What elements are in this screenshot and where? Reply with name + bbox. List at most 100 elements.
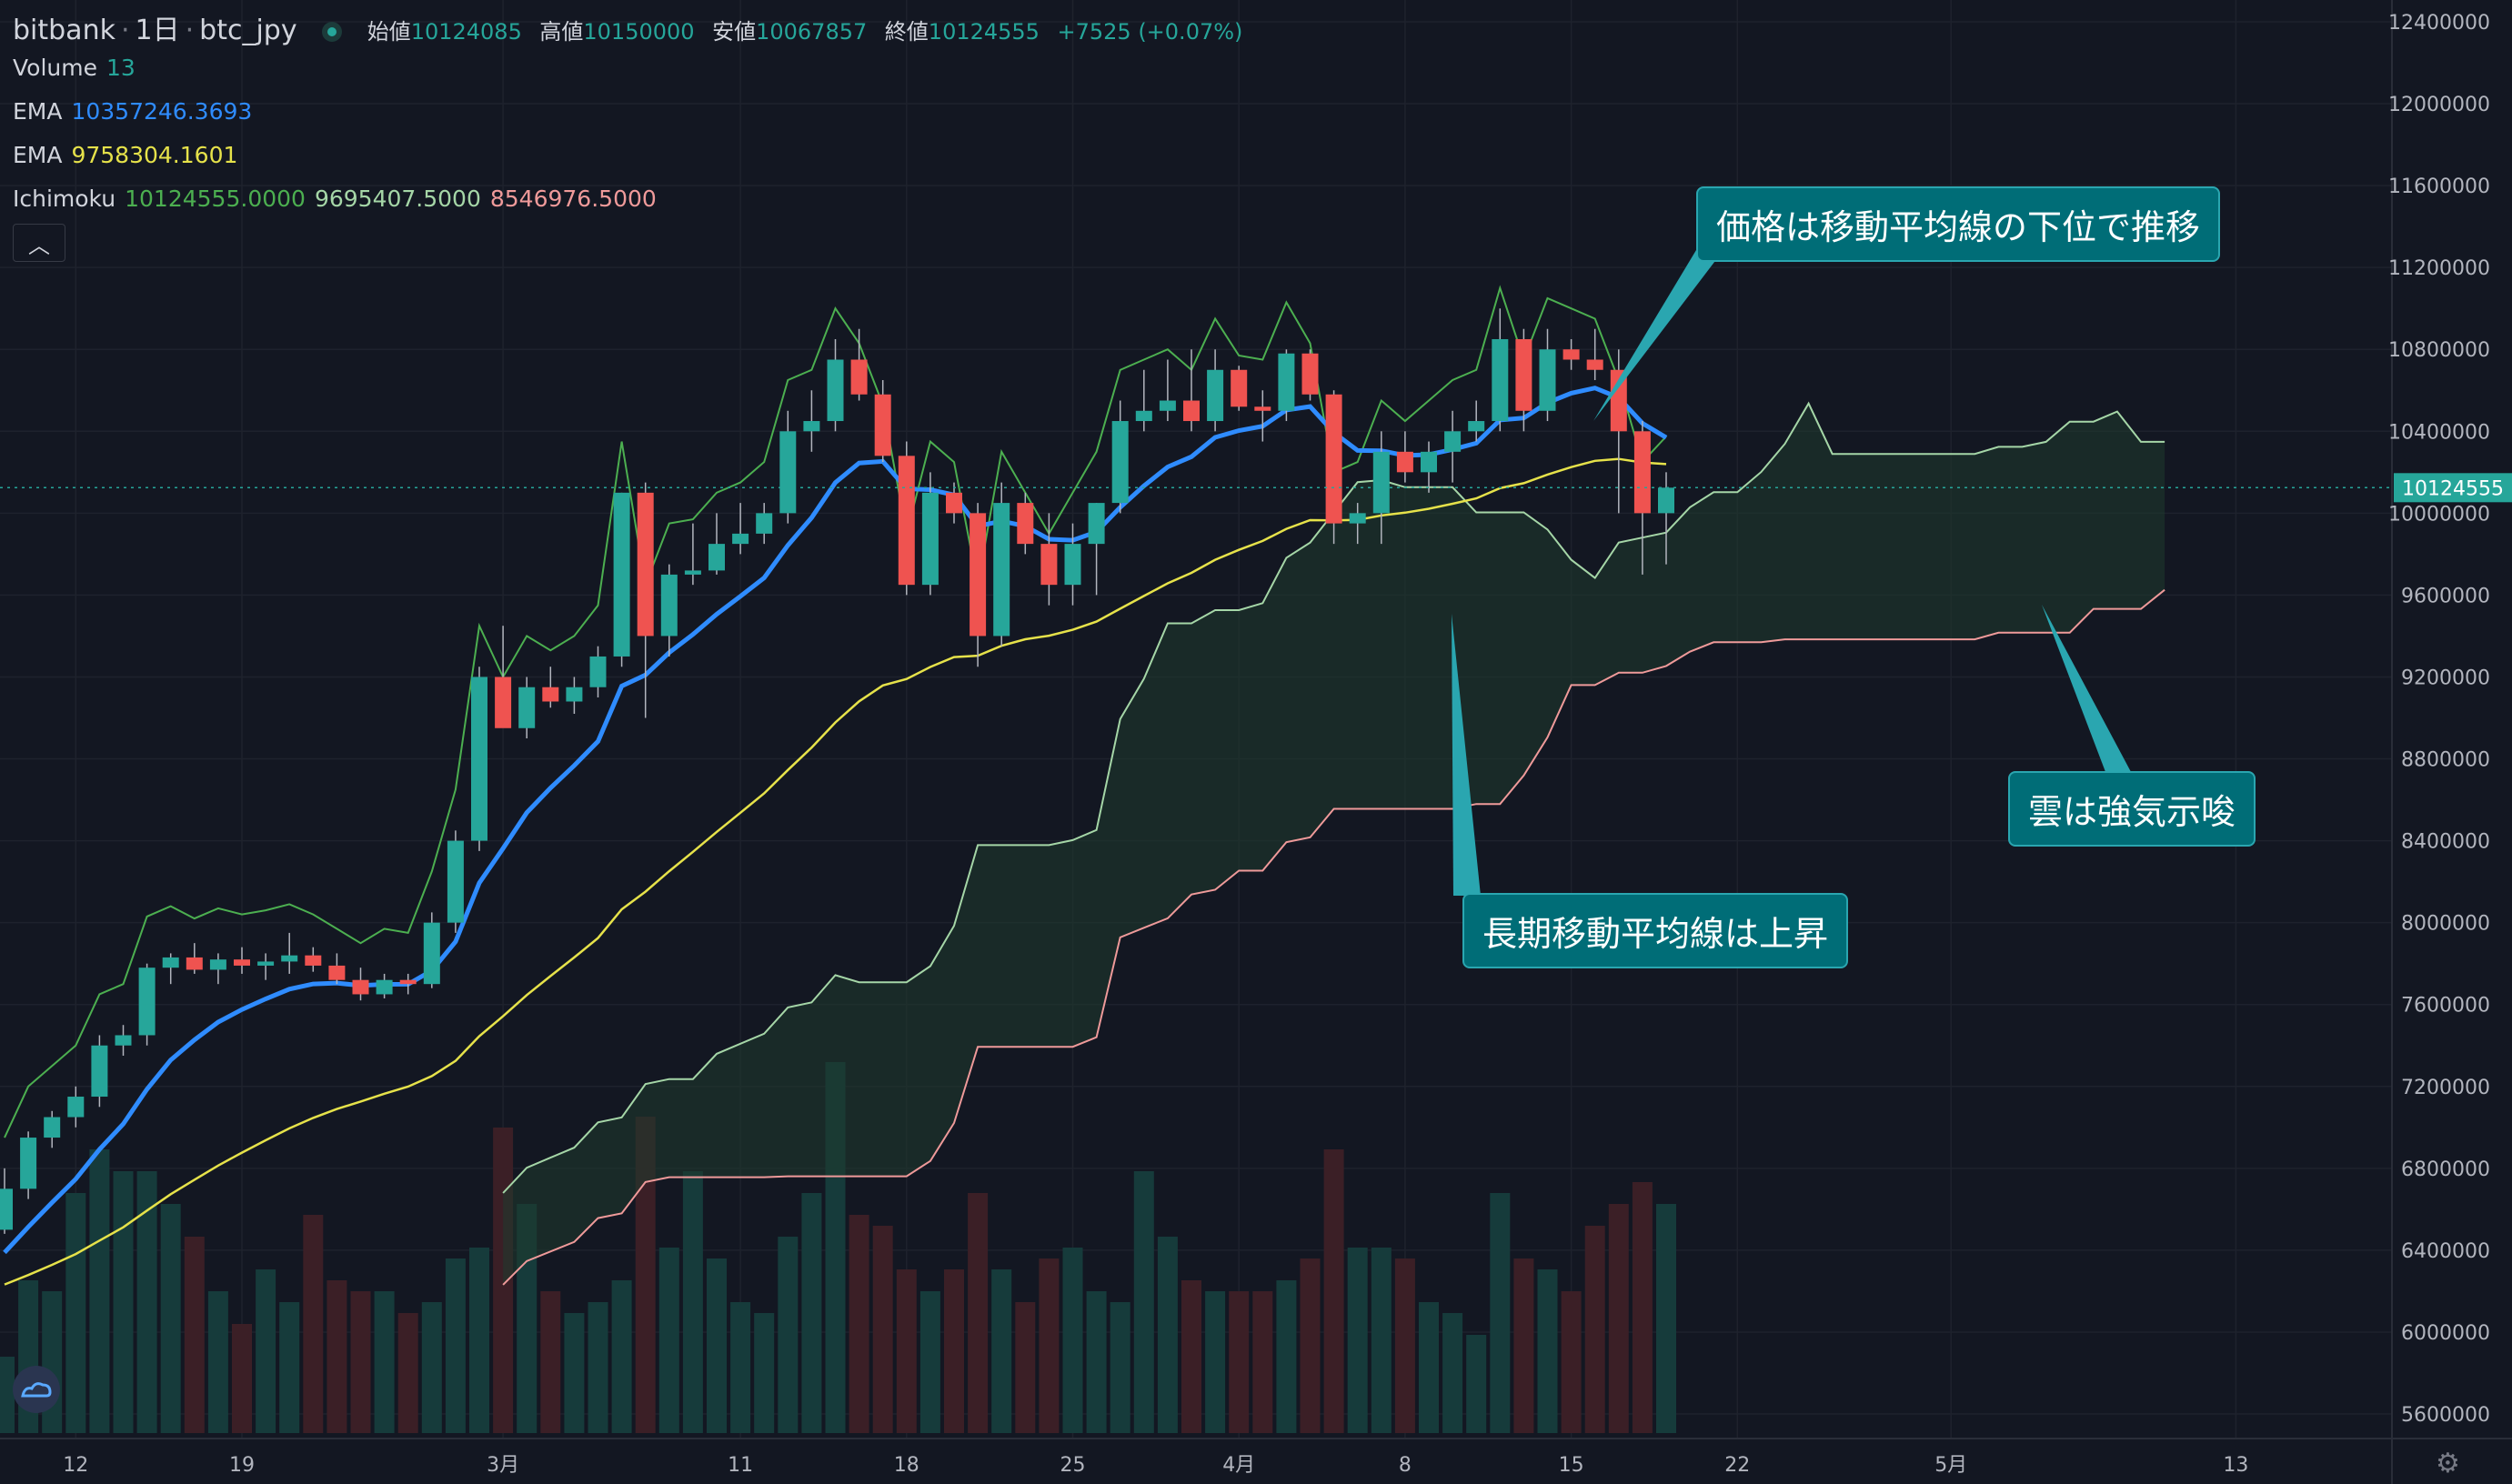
volume-bar bbox=[1110, 1302, 1130, 1433]
volume-bar bbox=[1537, 1269, 1558, 1433]
candle bbox=[0, 1168, 13, 1234]
legend-volume[interactable]: Volume 13 bbox=[13, 55, 136, 81]
volume-bar bbox=[1394, 1258, 1415, 1433]
candle bbox=[471, 667, 487, 851]
chevron-up-icon: ︿ bbox=[28, 232, 50, 258]
volume-bar bbox=[42, 1291, 63, 1433]
candle bbox=[803, 390, 820, 452]
volume-bar bbox=[1086, 1291, 1107, 1433]
candle bbox=[1254, 390, 1271, 442]
candle bbox=[1586, 328, 1603, 381]
market-status-icon bbox=[322, 21, 343, 42]
symbol-name[interactable]: btc_jpy bbox=[199, 15, 297, 46]
candle bbox=[447, 830, 464, 933]
last-price-tag: 10124555 bbox=[2394, 473, 2512, 503]
candle bbox=[1183, 349, 1200, 432]
ichimoku-value-3: 8546976.5000 bbox=[489, 186, 657, 212]
candle bbox=[91, 1035, 108, 1108]
x-tick-label: 8 bbox=[1399, 1454, 1412, 1477]
tradingview-logo[interactable] bbox=[13, 1366, 60, 1413]
candlesticks bbox=[0, 308, 1674, 1234]
candle bbox=[637, 482, 654, 718]
candle bbox=[376, 973, 393, 998]
candle bbox=[1111, 400, 1129, 514]
volume-bar bbox=[350, 1291, 371, 1433]
volume-bar bbox=[279, 1302, 300, 1433]
x-tick-label: 12 bbox=[63, 1454, 88, 1477]
senkou-span-b-line bbox=[502, 588, 2165, 1286]
ema2-value: 9758304.1601 bbox=[71, 142, 238, 168]
candle bbox=[850, 328, 868, 401]
volume-bar bbox=[1419, 1302, 1439, 1433]
x-tick-label: 4月 bbox=[1222, 1454, 1255, 1477]
y-tick-label: 12000000 bbox=[2388, 94, 2490, 116]
x-tick-label: 25 bbox=[1060, 1454, 1086, 1477]
volume-bar bbox=[421, 1302, 442, 1433]
candle bbox=[1349, 503, 1366, 545]
volume-bar bbox=[1205, 1291, 1226, 1433]
candle bbox=[1515, 328, 1532, 432]
volume-bar bbox=[778, 1237, 799, 1433]
candle bbox=[399, 973, 417, 995]
volume-bar bbox=[469, 1248, 489, 1433]
volume-bar bbox=[1466, 1335, 1487, 1433]
candle bbox=[1064, 523, 1081, 606]
candle bbox=[67, 1086, 85, 1128]
candle bbox=[756, 503, 773, 545]
volume-bar bbox=[65, 1193, 86, 1433]
volume-bar bbox=[1062, 1248, 1083, 1433]
candle bbox=[138, 963, 156, 1046]
close-value: 10124555 bbox=[928, 19, 1040, 45]
candle bbox=[732, 503, 749, 555]
y-tick-label: 6800000 bbox=[2401, 1158, 2490, 1181]
candle bbox=[328, 953, 346, 985]
exchange-name[interactable]: bitbank bbox=[13, 15, 116, 46]
candle bbox=[993, 482, 1010, 647]
interval[interactable]: 1日 bbox=[135, 15, 180, 46]
x-tick-label: 19 bbox=[229, 1454, 255, 1477]
candle bbox=[1325, 390, 1342, 545]
ema1-label: EMA bbox=[13, 98, 63, 125]
volume-bar bbox=[1561, 1291, 1582, 1433]
volume-bar bbox=[207, 1291, 228, 1433]
y-tick-label: 10000000 bbox=[2388, 503, 2490, 526]
x-tick-label: 5月 bbox=[1934, 1454, 1967, 1477]
candle bbox=[1301, 349, 1319, 401]
candle bbox=[305, 947, 322, 972]
volume-bar bbox=[1181, 1280, 1201, 1433]
candle bbox=[44, 1110, 61, 1148]
volume-bar bbox=[303, 1215, 324, 1433]
volume-bar bbox=[682, 1171, 703, 1433]
legend-ema-1[interactable]: EMA 10357246.3693 bbox=[13, 98, 252, 125]
y-tick-label: 8800000 bbox=[2401, 749, 2490, 772]
ema-long-line bbox=[4, 457, 1667, 1286]
ichimoku-label: Ichimoku bbox=[13, 186, 116, 212]
volume-bar bbox=[658, 1248, 679, 1433]
volume-bar bbox=[896, 1269, 917, 1433]
candle bbox=[566, 677, 583, 714]
volume-bar bbox=[1323, 1149, 1344, 1433]
candle bbox=[660, 564, 678, 657]
volume-bar bbox=[256, 1269, 276, 1433]
volume-bar bbox=[1656, 1204, 1676, 1433]
legend-ichimoku[interactable]: Ichimoku 10124555.0000 9695407.5000 8546976… bbox=[13, 186, 657, 212]
volume-bar bbox=[1347, 1248, 1368, 1433]
candle bbox=[281, 932, 298, 974]
candle bbox=[1231, 366, 1248, 411]
volume-bar bbox=[0, 1357, 15, 1433]
volume-bar bbox=[707, 1258, 727, 1433]
x-tick-label: 13 bbox=[2223, 1454, 2248, 1477]
volume-bar bbox=[113, 1171, 134, 1433]
callout-pointers bbox=[1452, 250, 2137, 896]
legend-ema-2[interactable]: EMA 9758304.1601 bbox=[13, 142, 237, 168]
candle bbox=[1372, 431, 1390, 545]
collapse-legend-button[interactable]: ︿ bbox=[13, 224, 65, 262]
candle bbox=[234, 947, 250, 974]
open-value: 10124085 bbox=[410, 19, 522, 45]
settings-gear-icon[interactable]: ⚙ bbox=[2436, 1448, 2460, 1479]
time-axis: 12 19 3月 11 18 25 4月 8 15 22 5月 13 bbox=[0, 1438, 2512, 1477]
volume-bar bbox=[564, 1313, 585, 1433]
candle bbox=[1396, 431, 1413, 483]
candle bbox=[162, 953, 179, 985]
